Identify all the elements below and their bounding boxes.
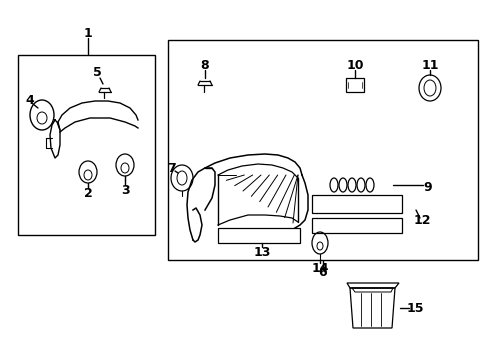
Text: 9: 9 — [423, 180, 431, 194]
Text: 7: 7 — [167, 162, 176, 175]
Text: 3: 3 — [121, 184, 129, 197]
Text: 11: 11 — [420, 59, 438, 72]
Bar — [18, 55, 155, 235]
Text: 13: 13 — [253, 246, 270, 258]
Bar — [311, 195, 401, 213]
Text: 4: 4 — [25, 94, 34, 107]
Text: 6: 6 — [318, 266, 326, 279]
Bar — [346, 78, 363, 92]
Text: 5: 5 — [92, 66, 101, 78]
Bar — [311, 218, 401, 233]
Bar — [168, 40, 477, 260]
Text: 1: 1 — [83, 27, 92, 40]
Text: 10: 10 — [346, 59, 363, 72]
Text: 8: 8 — [200, 59, 209, 72]
Bar — [218, 228, 299, 243]
Text: 2: 2 — [83, 186, 92, 199]
Text: 12: 12 — [412, 213, 430, 226]
Text: 15: 15 — [406, 302, 423, 315]
Text: 14: 14 — [311, 261, 328, 274]
